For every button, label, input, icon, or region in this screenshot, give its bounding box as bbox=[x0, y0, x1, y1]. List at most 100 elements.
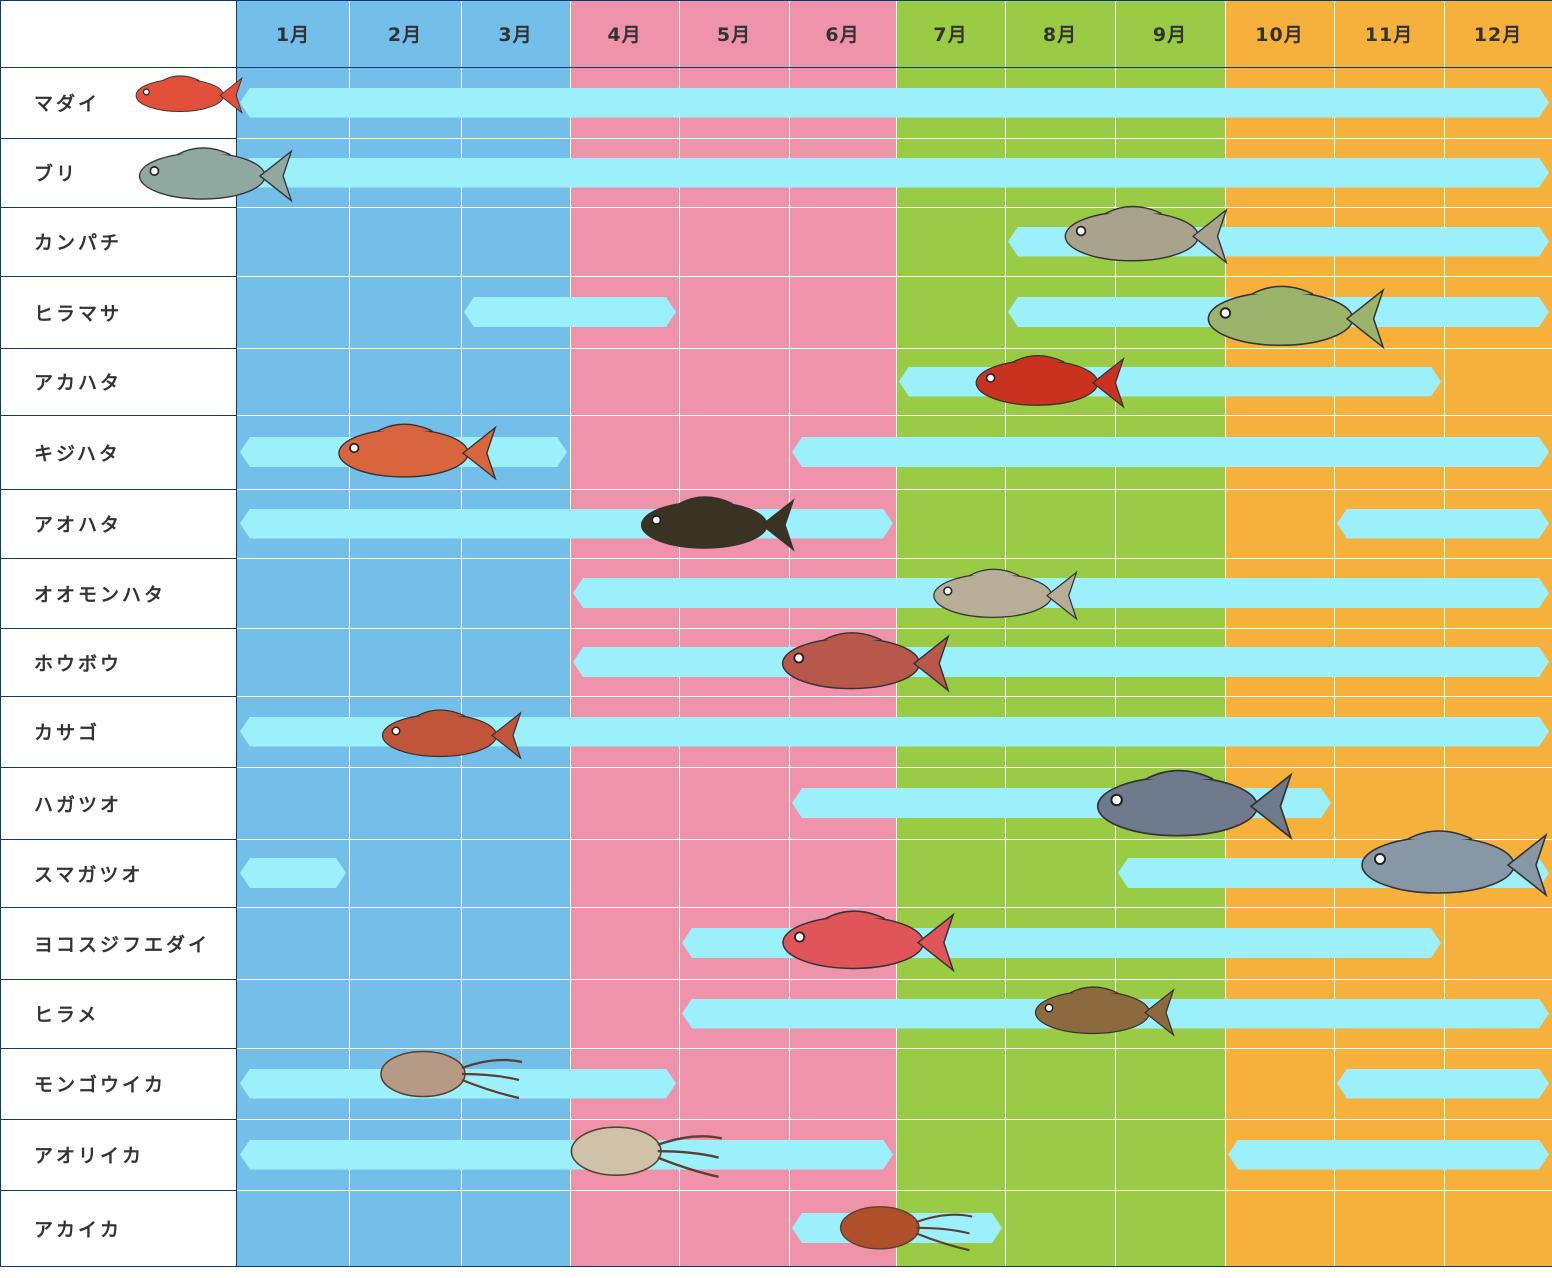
label-divider bbox=[0, 1048, 237, 1049]
season-bar bbox=[1228, 1140, 1549, 1170]
species-label: ヒラメ bbox=[34, 1004, 100, 1026]
fish-illustration bbox=[975, 354, 1125, 409]
fish-illustration bbox=[781, 910, 955, 973]
label-divider bbox=[0, 907, 237, 908]
frame-line bbox=[0, 0, 1552, 1]
species-label: スマガツオ bbox=[34, 863, 144, 886]
grid-hline bbox=[237, 767, 1552, 768]
season-bar bbox=[1337, 509, 1549, 539]
grid-hline bbox=[237, 1048, 1552, 1049]
grid-vline bbox=[1005, 0, 1006, 1266]
species-label: アオハタ bbox=[34, 514, 123, 536]
month-header: 4月 bbox=[607, 24, 642, 46]
fish-illustration bbox=[1207, 285, 1385, 350]
species-label: モンゴウイカ bbox=[34, 1074, 167, 1096]
fish-illustration bbox=[1096, 769, 1293, 840]
fish-illustration bbox=[381, 709, 522, 760]
grid-vline bbox=[349, 0, 350, 1266]
grid-hline bbox=[237, 696, 1552, 697]
label-divider bbox=[0, 138, 237, 139]
month-header: 9月 bbox=[1152, 24, 1188, 46]
grid-vline bbox=[1225, 0, 1226, 1266]
month-column-bg bbox=[1115, 0, 1225, 1266]
grid-vline bbox=[789, 0, 790, 1266]
month-column-bg bbox=[679, 0, 789, 1266]
fish-illustration bbox=[338, 423, 497, 481]
species-label: ハガツオ bbox=[34, 793, 123, 816]
month-column-bg bbox=[237, 0, 349, 1266]
label-column-bg bbox=[0, 0, 237, 1266]
month-column-bg bbox=[1005, 0, 1115, 1266]
label-divider bbox=[0, 1190, 237, 1191]
species-label: カサゴ bbox=[34, 722, 101, 744]
fish-illustration bbox=[640, 496, 795, 552]
frame-line bbox=[0, 1266, 1552, 1267]
month-column-bg bbox=[896, 0, 1005, 1266]
month-header: 3月 bbox=[498, 24, 533, 46]
label-divider bbox=[0, 415, 237, 416]
month-header: 1月 bbox=[275, 24, 311, 46]
grid-hline bbox=[237, 138, 1552, 139]
label-divider bbox=[0, 696, 237, 697]
squid-illustration bbox=[570, 1126, 723, 1178]
grid-hline bbox=[237, 207, 1552, 208]
season-bar bbox=[240, 158, 1549, 188]
grid-hline bbox=[237, 1190, 1552, 1191]
month-header: 12月 bbox=[1473, 24, 1523, 46]
month-column-bg bbox=[570, 0, 679, 1266]
species-label: キジハタ bbox=[34, 442, 121, 465]
label-divider bbox=[0, 207, 237, 208]
species-label: ブリ bbox=[34, 163, 79, 185]
grid-vline bbox=[461, 0, 462, 1266]
label-divider bbox=[0, 489, 237, 490]
species-label: ヒラマサ bbox=[34, 302, 123, 325]
grid-hline bbox=[237, 628, 1552, 629]
species-label: オオモンハタ bbox=[34, 583, 167, 606]
grid-hline bbox=[237, 1119, 1552, 1120]
species-label: アカイカ bbox=[34, 1218, 123, 1241]
fish-illustration bbox=[1034, 986, 1175, 1037]
fish-illustration bbox=[1064, 205, 1228, 265]
month-header: 11月 bbox=[1364, 24, 1414, 46]
grid-hline bbox=[237, 979, 1552, 980]
season-bar bbox=[573, 647, 1549, 677]
squid-illustration bbox=[380, 1051, 523, 1100]
grid-vline bbox=[570, 0, 571, 1266]
label-divider bbox=[0, 979, 237, 980]
frame-line bbox=[0, 0, 1, 1266]
grid-hline bbox=[237, 839, 1552, 840]
label-divider bbox=[0, 276, 237, 277]
label-divider bbox=[0, 1119, 237, 1120]
grid-hline bbox=[237, 415, 1552, 416]
season-bar bbox=[1337, 1069, 1549, 1099]
fish-illustration bbox=[135, 75, 243, 115]
month-header: 5月 bbox=[716, 24, 752, 46]
season-bar bbox=[240, 858, 346, 888]
month-header: 6月 bbox=[825, 24, 860, 46]
grid-hline bbox=[237, 489, 1552, 490]
species-label: ヨコスジフエダイ bbox=[34, 933, 211, 956]
fish-illustration bbox=[138, 147, 293, 203]
grid-hline bbox=[237, 558, 1552, 559]
label-divider bbox=[0, 348, 237, 349]
label-divider bbox=[0, 558, 237, 559]
squid-illustration bbox=[839, 1205, 973, 1251]
month-header: 7月 bbox=[933, 24, 968, 46]
month-header: 2月 bbox=[387, 24, 423, 46]
grid-hline bbox=[237, 276, 1552, 277]
month-column-bg bbox=[1444, 0, 1552, 1266]
month-column-bg bbox=[1334, 0, 1444, 1266]
season-bar bbox=[792, 437, 1549, 467]
grid-vline bbox=[1334, 0, 1335, 1266]
grid-vline bbox=[1115, 0, 1116, 1266]
species-label: ホウボウ bbox=[34, 652, 123, 675]
grid-vline bbox=[679, 0, 680, 1266]
fish-illustration bbox=[781, 631, 950, 692]
grid-hline bbox=[237, 348, 1552, 349]
grid-vline bbox=[1444, 0, 1445, 1266]
species-label: アカハタ bbox=[34, 372, 123, 394]
grid-vline bbox=[896, 0, 897, 1266]
month-column-bg bbox=[461, 0, 570, 1266]
grid-hline bbox=[237, 907, 1552, 908]
